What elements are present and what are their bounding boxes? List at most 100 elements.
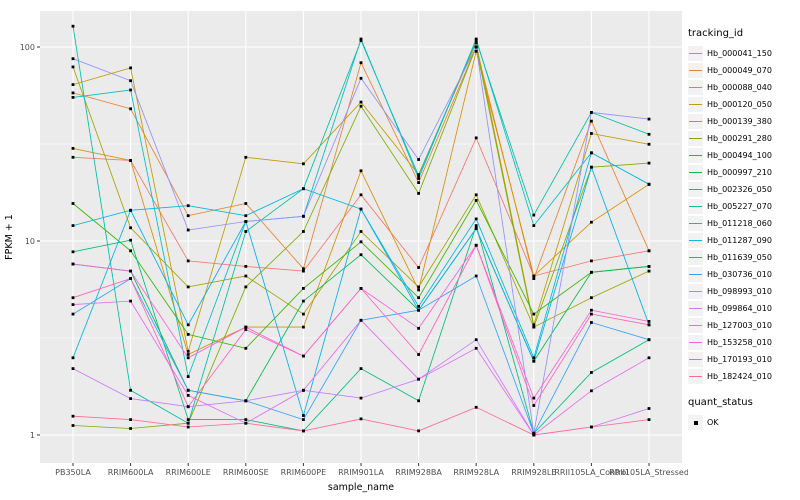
data-point xyxy=(474,37,478,41)
legend-label: Hb_127003_010 xyxy=(707,321,772,330)
data-point xyxy=(474,41,478,45)
data-point xyxy=(71,356,75,360)
data-point xyxy=(129,277,132,280)
legend-item: Hb_000049_070 xyxy=(688,62,798,79)
legend-line-key-icon xyxy=(688,46,703,61)
x-tick-label: RRIM901LA xyxy=(338,468,384,477)
legend-item: Hb_000120_050 xyxy=(688,96,798,113)
data-point xyxy=(359,253,363,257)
legend-label: Hb_000494_100 xyxy=(707,151,772,160)
data-point xyxy=(590,220,593,224)
legend-label: Hb_005227_070 xyxy=(707,202,772,211)
data-point xyxy=(474,338,478,342)
data-point xyxy=(244,155,248,159)
data-point xyxy=(302,267,305,271)
data-point xyxy=(532,312,536,316)
x-tick-label: RRIM928LE xyxy=(511,468,556,477)
y-tick-label: 1 xyxy=(30,431,35,440)
data-point xyxy=(474,49,478,53)
data-point xyxy=(474,227,478,230)
data-point xyxy=(359,367,363,370)
legend-label: Hb_182424_010 xyxy=(707,372,772,381)
data-point xyxy=(302,187,305,191)
legend-label: Hb_000120_050 xyxy=(707,100,772,109)
data-point xyxy=(244,418,248,421)
data-point xyxy=(359,417,363,421)
data-point xyxy=(71,24,75,28)
data-point xyxy=(302,162,305,166)
data-point xyxy=(359,61,363,65)
data-point xyxy=(590,165,593,169)
data-point xyxy=(532,359,536,363)
data-point xyxy=(71,250,75,254)
data-point xyxy=(590,296,593,300)
data-point xyxy=(71,57,75,61)
data-point xyxy=(474,224,478,227)
legend-item: Hb_000088_040 xyxy=(688,79,798,96)
legend-item: Hb_002326_050 xyxy=(688,181,798,198)
legend-line-key-icon xyxy=(688,199,703,214)
legend-label: Hb_002326_050 xyxy=(707,185,772,194)
data-point xyxy=(647,338,651,342)
data-point xyxy=(186,375,190,378)
legend-line-key-icon xyxy=(688,165,703,180)
data-point xyxy=(647,161,651,165)
x-tick-label: RRIM600PE xyxy=(281,468,327,477)
legend-line-key-icon xyxy=(688,267,703,282)
data-point xyxy=(359,396,363,400)
data-point xyxy=(302,325,305,329)
legend-item: Hb_000997_210 xyxy=(688,164,798,181)
data-point xyxy=(129,427,132,430)
data-point xyxy=(417,326,420,330)
x-tick-label: RRIM600LE xyxy=(166,468,211,477)
legend-items: Hb_000041_150 Hb_000049_070 Hb_000088_040 H… xyxy=(688,45,798,385)
y-tick-label: 10 xyxy=(25,237,35,246)
legend-quant-status-block: quant_status OK xyxy=(688,397,798,431)
data-point xyxy=(71,312,75,316)
data-point xyxy=(647,356,651,360)
data-point xyxy=(359,318,363,322)
data-point xyxy=(244,346,248,350)
data-point xyxy=(129,388,132,392)
data-point xyxy=(244,214,248,218)
data-point xyxy=(186,323,190,327)
data-point xyxy=(302,388,305,392)
legend-label: Hb_170193_010 xyxy=(707,355,772,364)
x-axis-title: sample_name xyxy=(328,482,394,493)
x-tick-label: RRIM928BA xyxy=(395,468,442,477)
legend-label: Hb_000088_040 xyxy=(707,83,772,92)
data-point xyxy=(244,274,248,278)
data-point xyxy=(302,299,305,303)
data-point xyxy=(71,367,75,370)
data-point xyxy=(186,425,190,429)
data-point xyxy=(359,287,363,290)
data-point xyxy=(71,91,75,95)
data-point xyxy=(417,305,420,308)
data-point xyxy=(186,405,190,409)
data-point xyxy=(590,259,593,263)
legend-label: Hb_011218_060 xyxy=(707,219,772,228)
data-point xyxy=(532,277,536,280)
data-point xyxy=(474,136,478,140)
legend-line-key-icon xyxy=(688,216,703,231)
data-point xyxy=(359,169,363,173)
legend-line-key-icon xyxy=(688,63,703,78)
data-point xyxy=(417,377,420,381)
data-point xyxy=(129,299,132,303)
data-point xyxy=(647,418,651,421)
legend-item: Hb_182424_010 xyxy=(688,368,798,385)
data-point xyxy=(359,39,363,42)
data-point xyxy=(417,429,420,433)
y-axis-title: FPKM + 1 xyxy=(4,214,15,260)
data-point xyxy=(590,308,593,312)
data-point xyxy=(71,224,75,227)
data-point xyxy=(474,39,478,42)
data-point xyxy=(359,100,363,104)
legend-label: Hb_011639_050 xyxy=(707,253,772,262)
legend-line-key-icon xyxy=(688,97,703,112)
data-point xyxy=(129,418,132,421)
data-point xyxy=(359,76,363,80)
data-point xyxy=(186,394,190,397)
data-point xyxy=(186,421,190,425)
legend-title-tracking-id: tracking_id xyxy=(688,28,744,39)
